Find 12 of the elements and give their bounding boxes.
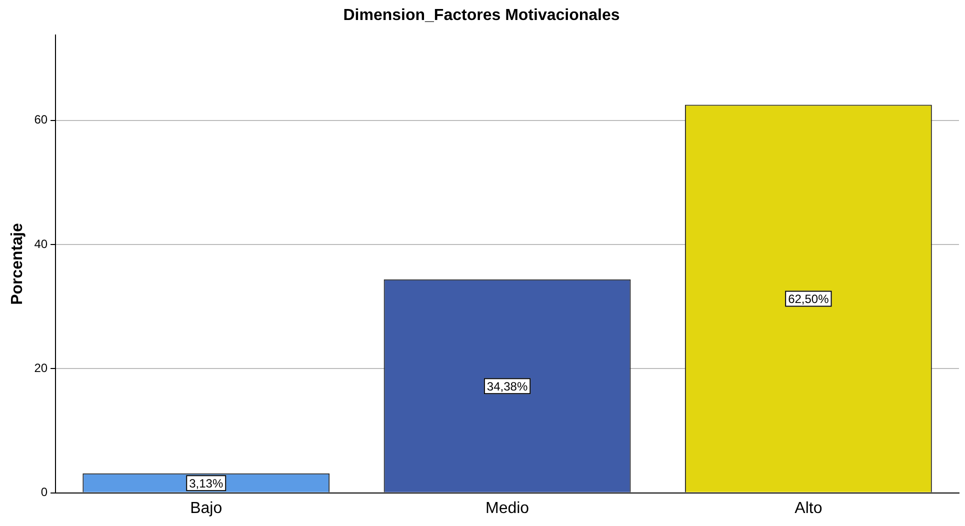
- y-tick-label: 20: [34, 360, 48, 375]
- chart-title: Dimension_Factores Motivacionales: [343, 7, 620, 24]
- y-tick-label: 40: [34, 236, 48, 251]
- x-tick-label: Medio: [485, 500, 530, 517]
- x-tick-label: Alto: [794, 500, 822, 517]
- y-tick-label: 0: [40, 485, 48, 500]
- data-label: 3,13%: [189, 476, 224, 490]
- y-tick-label: 60: [34, 112, 48, 127]
- x-tick-label: Bajo: [190, 500, 222, 517]
- data-label: 34,38%: [486, 379, 528, 394]
- data-label: 62,50%: [788, 292, 830, 306]
- y-axis-title: Porcentaje: [9, 222, 26, 305]
